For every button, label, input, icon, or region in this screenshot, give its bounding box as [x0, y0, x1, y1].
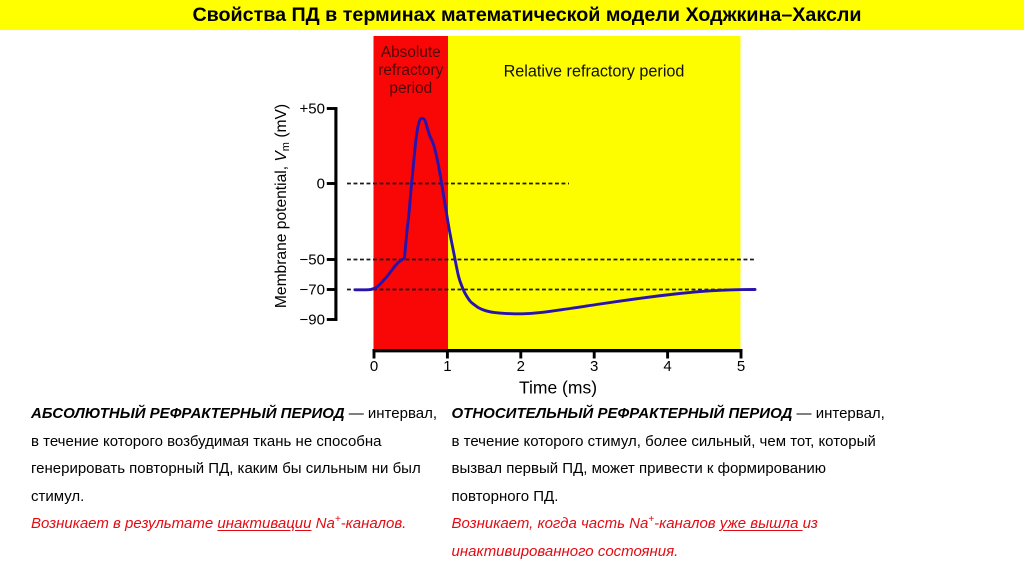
svg-text:Membrane potential, Vm (mV): Membrane potential, Vm (mV) [273, 104, 292, 308]
svg-text:+50: +50 [300, 101, 325, 118]
svg-text:2: 2 [517, 358, 525, 375]
svg-text:−70: −70 [300, 282, 325, 299]
svg-text:0: 0 [370, 358, 378, 375]
svg-text:Absolute: Absolute [381, 44, 441, 61]
svg-text:3: 3 [590, 358, 598, 375]
svg-text:4: 4 [663, 358, 671, 375]
svg-text:Relative refractory period: Relative refractory period [504, 63, 685, 81]
svg-text:0: 0 [317, 176, 325, 193]
svg-text:Time (ms): Time (ms) [519, 378, 597, 398]
svg-text:period: period [389, 80, 432, 97]
svg-text:refractory: refractory [378, 62, 443, 79]
svg-text:5: 5 [737, 358, 745, 375]
svg-text:1: 1 [443, 358, 451, 375]
svg-text:−50: −50 [300, 252, 325, 269]
svg-text:−90: −90 [300, 312, 325, 329]
